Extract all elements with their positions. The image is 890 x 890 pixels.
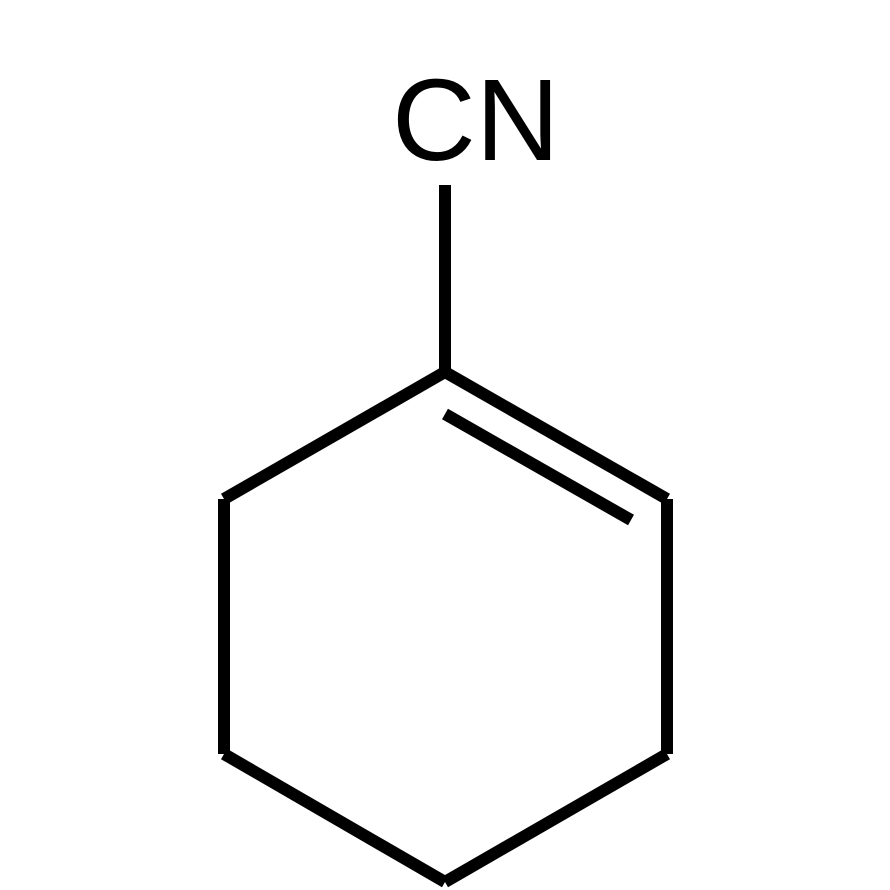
chemical-structure-diagram: CN bbox=[0, 0, 890, 890]
cn-group-label: CN bbox=[392, 55, 560, 185]
bond-line bbox=[224, 754, 445, 882]
bond-line bbox=[224, 372, 445, 499]
bond-line bbox=[445, 754, 667, 882]
